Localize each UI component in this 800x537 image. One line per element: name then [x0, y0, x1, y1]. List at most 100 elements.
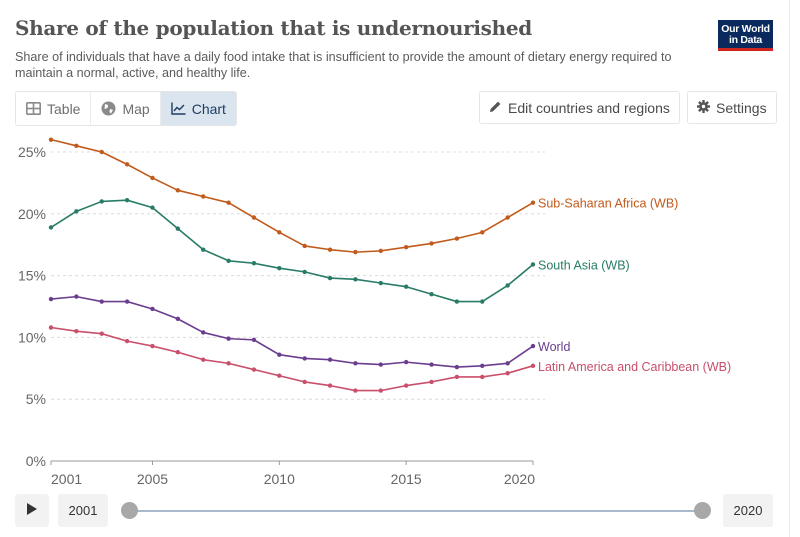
data-point: [530, 363, 536, 369]
data-point: [302, 269, 307, 275]
data-point: [277, 265, 282, 271]
chart-subtitle: Share of individuals that have a daily f…: [15, 50, 672, 80]
data-point: [327, 275, 333, 281]
x-tick-label: 2020: [504, 471, 535, 487]
data-point: [48, 137, 54, 142]
data-point: [251, 367, 257, 372]
start-year-label: 2001: [58, 494, 108, 527]
logo-line-2: in Data: [729, 34, 762, 46]
x-tick-label: 2005: [137, 471, 168, 487]
series-label: South Asia (WB): [538, 258, 630, 272]
edit-countries-button[interactable]: Edit countries and regions: [479, 91, 680, 124]
data-point: [99, 299, 104, 304]
data-point: [429, 379, 434, 385]
y-tick-label: 25%: [18, 144, 46, 160]
data-point: [201, 357, 206, 362]
data-point: [124, 198, 130, 203]
series-label: Sub-Saharan Africa (WB): [538, 197, 678, 211]
timeline-end-handle[interactable]: [694, 502, 711, 519]
logo-line-1: Our World: [721, 23, 770, 35]
line-chart-icon: [171, 102, 186, 115]
play-button[interactable]: [15, 494, 49, 527]
y-tick-label: 5%: [26, 391, 46, 407]
data-point: [353, 249, 358, 255]
data-point: [251, 337, 257, 343]
data-point: [454, 364, 460, 370]
line-chart: 0% 5% 10% 15% 20% 25% 2001 2005 2010 2015 2020 Sub-…: [18, 137, 731, 487]
timeline-start-handle[interactable]: [121, 502, 138, 519]
data-point: [302, 379, 307, 385]
data-point: [150, 205, 155, 210]
table-icon: [26, 102, 41, 115]
data-point: [277, 373, 282, 378]
data-point: [48, 325, 54, 330]
data-point: [48, 225, 54, 230]
data-point: [530, 200, 536, 205]
settings-label: Settings: [716, 99, 767, 116]
data-point: [74, 329, 79, 334]
chart-title: Share of the population that is undernou…: [15, 16, 532, 40]
globe-icon: [101, 101, 116, 116]
data-point: [327, 357, 333, 362]
x-tick-label: 2010: [264, 471, 295, 487]
data-point: [201, 330, 206, 335]
data-point: [99, 149, 104, 155]
data-point: [150, 343, 155, 349]
data-point: [403, 284, 409, 289]
data-point: [378, 362, 383, 367]
data-point: [353, 277, 358, 282]
y-tick-label: 20%: [18, 206, 46, 222]
data-point: [429, 241, 434, 246]
data-point: [251, 215, 257, 220]
gear-icon: [697, 99, 710, 116]
tab-table[interactable]: Table: [16, 92, 90, 125]
series-label: Latin America and Caribbean (WB): [538, 360, 731, 374]
series-line: [50, 199, 534, 303]
edit-countries-label: Edit countries and regions: [508, 99, 670, 116]
data-point: [226, 336, 231, 341]
data-point: [124, 338, 130, 344]
data-point: [175, 350, 181, 355]
y-tick-label: 15%: [18, 268, 46, 284]
data-point: [226, 258, 231, 263]
data-point: [378, 280, 383, 286]
data-point: [302, 356, 307, 361]
data-point: [175, 316, 181, 322]
settings-button[interactable]: Settings: [687, 91, 777, 124]
data-point: [175, 188, 181, 193]
data-point: [454, 236, 460, 241]
view-tabs: Table Map Chart: [15, 91, 237, 126]
owid-logo[interactable]: Our World in Data: [718, 20, 773, 51]
tab-table-label: Table: [47, 100, 81, 117]
data-point: [226, 200, 231, 205]
data-point: [429, 291, 434, 297]
data-point: [74, 294, 79, 299]
data-point: [480, 230, 485, 235]
data-point: [378, 388, 383, 393]
data-point: [277, 230, 282, 235]
series-line: [50, 326, 534, 392]
data-point: [403, 244, 409, 250]
data-point: [505, 371, 510, 376]
data-point: [74, 143, 79, 149]
data-point: [403, 359, 409, 365]
timeline-track[interactable]: [130, 510, 702, 512]
tab-map-label: Map: [122, 100, 150, 117]
data-point: [403, 383, 409, 388]
data-point: [201, 247, 206, 252]
data-point: [74, 209, 79, 214]
data-point: [150, 175, 155, 181]
data-point: [124, 162, 130, 167]
tab-map[interactable]: Map: [90, 92, 159, 125]
tab-chart[interactable]: Chart: [159, 92, 236, 125]
data-point: [429, 362, 434, 367]
data-point: [327, 247, 333, 252]
y-tick-label: 0%: [26, 453, 46, 469]
end-year-label: 2020: [723, 494, 773, 527]
data-point: [353, 388, 358, 393]
series-line: [50, 295, 534, 368]
data-point: [48, 296, 54, 302]
data-point: [454, 299, 460, 304]
data-point: [505, 215, 510, 220]
